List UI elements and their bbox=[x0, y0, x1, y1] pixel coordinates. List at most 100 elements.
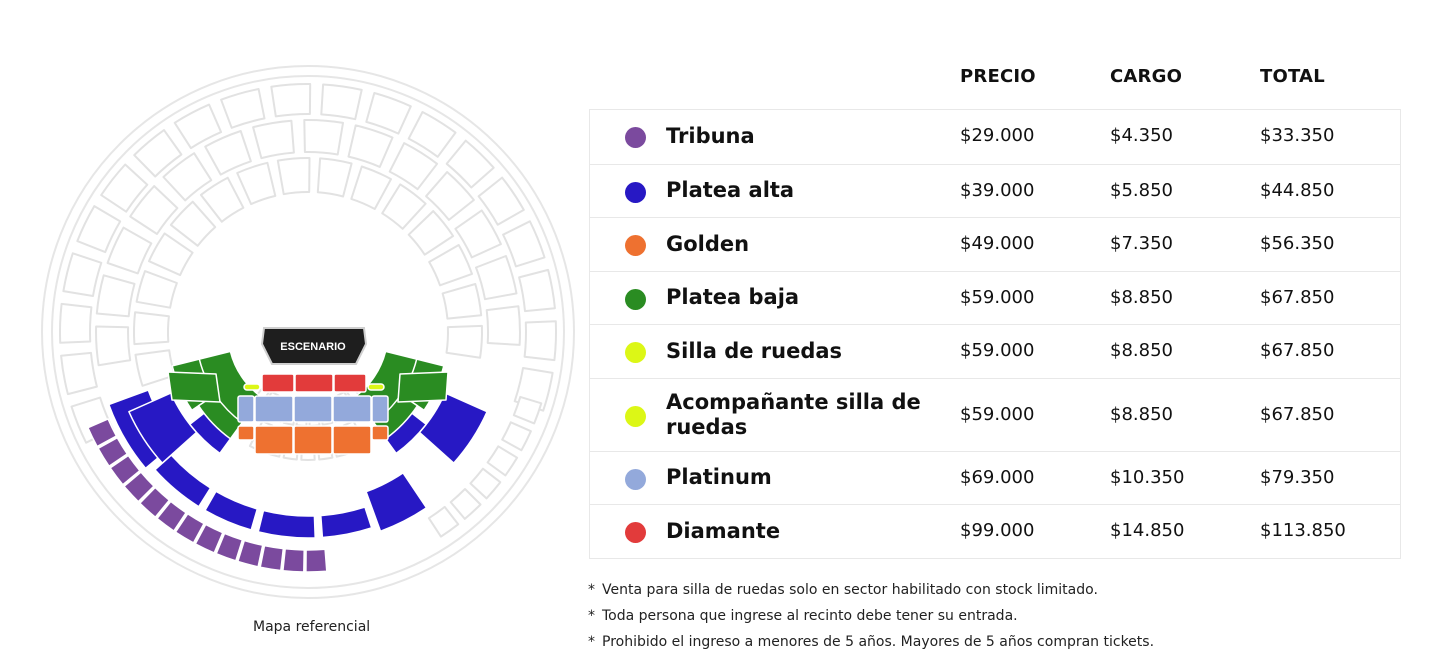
header-total: TOTAL bbox=[1260, 66, 1325, 87]
grey-section bbox=[475, 255, 518, 301]
grey-section bbox=[236, 161, 277, 206]
tribuna-section bbox=[215, 532, 244, 562]
platinum-section bbox=[254, 395, 294, 423]
zone-color-dot bbox=[625, 522, 646, 543]
grey-section bbox=[501, 421, 532, 452]
grey-section bbox=[252, 119, 295, 160]
zone-charge: $8.850 bbox=[1110, 340, 1173, 361]
tribuna-section bbox=[194, 523, 224, 554]
grey-section bbox=[169, 200, 217, 247]
zone-price: $29.000 bbox=[960, 125, 1035, 146]
zone-charge: $14.850 bbox=[1110, 520, 1185, 541]
diamante-section bbox=[294, 373, 334, 393]
golden-section bbox=[371, 425, 389, 441]
grey-section bbox=[60, 351, 98, 396]
notes-list: * Venta para silla de ruedas solo en sect… bbox=[588, 580, 1154, 658]
zone-charge: $8.850 bbox=[1110, 403, 1173, 425]
grey-section bbox=[407, 210, 455, 256]
tribuna-section bbox=[174, 513, 205, 544]
grey-section bbox=[133, 129, 183, 178]
platea-alta-section bbox=[204, 490, 259, 531]
grey-section bbox=[204, 130, 252, 176]
zone-price: $59.000 bbox=[960, 286, 1035, 308]
grey-section bbox=[428, 244, 473, 287]
venue-map: ESCENARIO bbox=[38, 62, 578, 602]
platinum-section bbox=[332, 395, 372, 423]
grey-section bbox=[95, 325, 132, 367]
price-row-acompa-ante-silla-de-ruedas: Acompañante silla de ruedas $59.000 $8.850… bbox=[590, 378, 1400, 451]
tribuna-section bbox=[282, 548, 305, 573]
zone-total: $67.850 bbox=[1260, 286, 1335, 308]
grey-section bbox=[148, 232, 194, 277]
zone-name: Platinum bbox=[666, 465, 772, 489]
grey-section bbox=[388, 142, 439, 191]
grey-section bbox=[502, 220, 546, 268]
platinum-section bbox=[371, 395, 389, 423]
grey-section bbox=[445, 324, 483, 359]
map-caption: Mapa referencial bbox=[253, 619, 371, 635]
zone-total: $113.850 bbox=[1260, 520, 1346, 541]
tribuna-section bbox=[123, 471, 155, 503]
platea-baja-section bbox=[167, 371, 221, 403]
grey-section bbox=[162, 152, 213, 202]
grey-section bbox=[485, 305, 521, 346]
price-row-platinum: Platinum $69.000 $10.350 $79.350 bbox=[590, 451, 1400, 504]
zone-color-dot bbox=[625, 235, 646, 256]
tribuna-section bbox=[97, 436, 129, 467]
header-price: PRECIO bbox=[960, 66, 1036, 87]
platea-alta-section bbox=[365, 472, 428, 532]
price-row-golden: Golden $49.000 $7.350 $56.350 bbox=[590, 217, 1400, 271]
zone-price: $59.000 bbox=[960, 403, 1035, 425]
grey-section bbox=[100, 163, 149, 213]
zone-total: $79.350 bbox=[1260, 466, 1335, 488]
note-item: * Toda persona que ingrese al recinto deb… bbox=[588, 608, 1018, 624]
zone-name: Silla de ruedas bbox=[666, 338, 843, 363]
grey-section bbox=[106, 226, 153, 275]
zone-name: Platea baja bbox=[666, 285, 800, 309]
grey-section bbox=[523, 320, 558, 362]
diamante-section bbox=[333, 373, 367, 393]
grey-section bbox=[454, 209, 502, 259]
zone-price: $49.000 bbox=[960, 233, 1035, 254]
price-row-platea-baja: Platea baja $59.000 $8.850 $67.850 bbox=[590, 271, 1400, 324]
price-row-diamante: Diamante $99.000 $14.850 $113.850 bbox=[590, 504, 1400, 558]
platinum-section bbox=[293, 395, 333, 423]
golden-section bbox=[254, 425, 294, 455]
zone-charge: $4.350 bbox=[1110, 125, 1173, 146]
price-row-silla-de-ruedas: Silla de ruedas $59.000 $8.850 $67.850 bbox=[590, 324, 1400, 378]
zone-price: $99.000 bbox=[960, 520, 1035, 541]
zone-name: Acompañante silla de ruedas bbox=[666, 389, 921, 439]
table-header: PRECIO CARGO TOTAL bbox=[0, 66, 1437, 96]
header-charge: CARGO bbox=[1110, 66, 1183, 87]
zone-charge: $7.350 bbox=[1110, 233, 1173, 254]
zone-color-dot bbox=[625, 127, 646, 148]
grey-section bbox=[133, 311, 170, 346]
grey-section bbox=[350, 165, 392, 210]
tribuna-section bbox=[259, 544, 285, 572]
tribuna-section bbox=[237, 539, 264, 568]
stage: ESCENARIO bbox=[260, 327, 368, 365]
wheelchair-section bbox=[367, 383, 385, 391]
grey-section bbox=[347, 124, 394, 168]
grey-section bbox=[62, 252, 103, 297]
zone-name: Tribuna bbox=[666, 123, 755, 148]
grey-section bbox=[449, 488, 482, 520]
grey-section bbox=[407, 111, 457, 158]
grey-section bbox=[477, 176, 525, 226]
zone-color-dot bbox=[625, 468, 646, 490]
zone-total: $44.850 bbox=[1260, 179, 1335, 201]
grey-section bbox=[512, 395, 543, 425]
note-item: * Venta para silla de ruedas solo en sect… bbox=[588, 582, 1098, 598]
zone-color-dot bbox=[625, 405, 646, 427]
diamante-section bbox=[261, 373, 295, 393]
grey-section bbox=[469, 467, 502, 500]
golden-section bbox=[237, 425, 255, 441]
stage-label: ESCENARIO bbox=[280, 341, 346, 353]
price-row-tribuna: Tribuna $29.000 $4.350 $33.350 bbox=[590, 110, 1400, 164]
platea-alta-section bbox=[154, 454, 212, 508]
zone-total: $67.850 bbox=[1260, 340, 1335, 361]
grey-section bbox=[58, 302, 93, 344]
grey-section bbox=[445, 139, 495, 189]
grey-section bbox=[303, 118, 344, 156]
grey-section bbox=[365, 92, 412, 135]
